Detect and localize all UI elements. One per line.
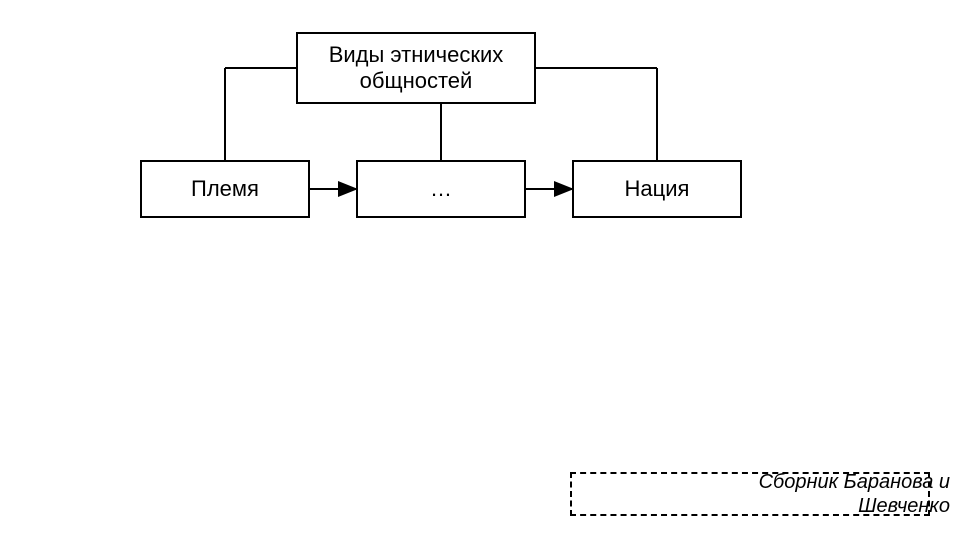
footer-caption: Сборник Баранова и Шевченко — [690, 470, 950, 518]
child-node-2-label: … — [430, 176, 452, 202]
child-node-1-label: Племя — [191, 176, 259, 202]
root-node-label: Виды этнических общностей — [298, 42, 534, 95]
child-node-1: Племя — [140, 160, 310, 218]
footer-line1: Сборник Баранова и — [759, 471, 950, 493]
child-node-3-label: Нация — [625, 176, 690, 202]
child-node-2: … — [356, 160, 526, 218]
root-node: Виды этнических общностей — [296, 32, 536, 104]
child-node-3: Нация — [572, 160, 742, 218]
footer-line2: Шевченко — [858, 495, 950, 517]
